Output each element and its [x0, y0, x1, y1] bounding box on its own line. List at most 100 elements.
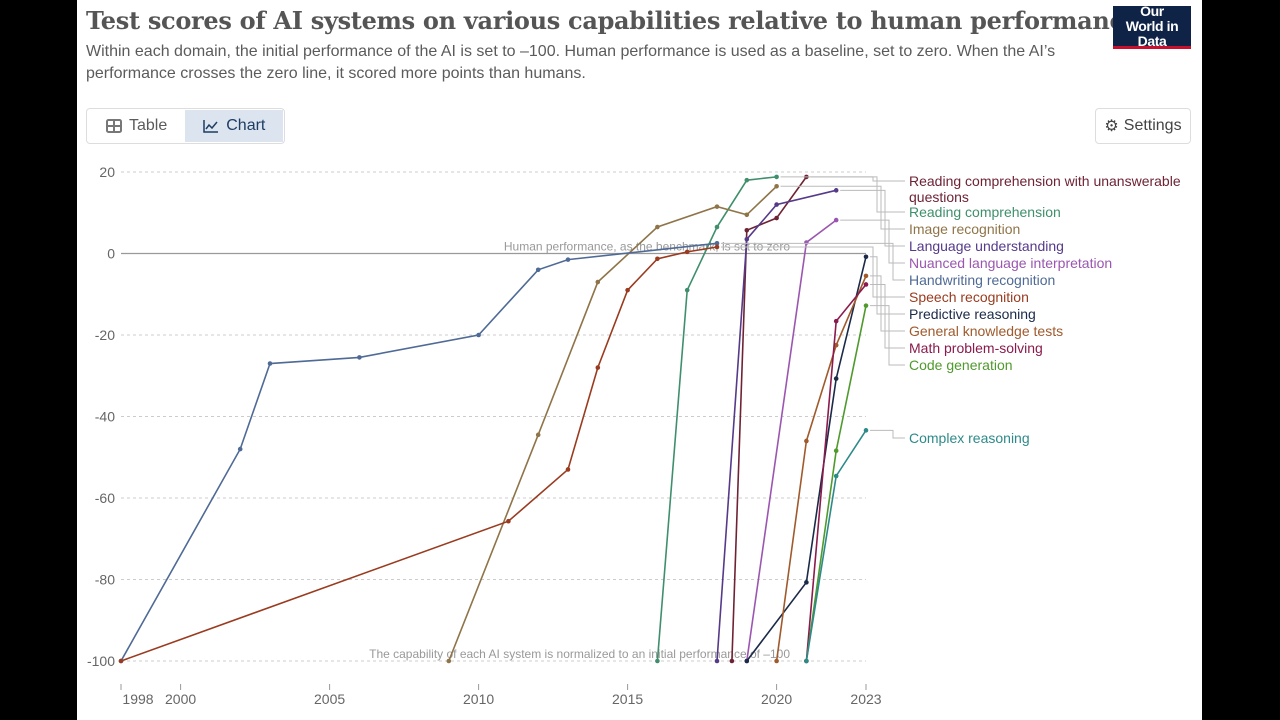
data-point — [833, 448, 839, 454]
data-point — [595, 365, 601, 370]
data-point — [774, 658, 779, 664]
data-point — [595, 279, 601, 285]
data-point — [655, 224, 660, 230]
legend-connector — [721, 246, 905, 298]
data-point — [565, 467, 571, 472]
owid-logo[interactable]: Our World in Data — [1113, 2, 1191, 49]
legend-item[interactable]: Reading comprehension with unanswerable … — [909, 173, 1181, 205]
x-tick-label: 1998 — [122, 691, 153, 707]
series-line — [448, 185, 778, 662]
data-point — [774, 174, 779, 180]
legend-item[interactable]: Image recognition — [909, 221, 1021, 237]
x-tick-label: 2005 — [314, 691, 345, 707]
series-handwriting-recognition — [118, 241, 720, 664]
legend-item[interactable]: Math problem-solving — [909, 340, 1043, 356]
data-point — [684, 287, 690, 293]
series-nuanced-language-interpretation — [744, 217, 839, 664]
data-point — [267, 361, 273, 366]
data-point — [714, 244, 720, 250]
data-point — [535, 432, 541, 438]
page: Test scores of AI systems on various cap… — [77, 0, 1202, 720]
x-tick-label: 2023 — [850, 691, 881, 707]
legend-item[interactable]: Handwriting recognition — [909, 272, 1056, 288]
data-point — [744, 227, 750, 233]
legend-connector — [840, 219, 905, 264]
data-point — [506, 518, 511, 524]
settings-button[interactable]: ⚙ Settings — [1095, 108, 1191, 144]
legend-connector — [810, 176, 905, 182]
x-tick-label: 2000 — [165, 691, 196, 707]
x-tick-label: 2020 — [761, 691, 792, 707]
legend-connector — [870, 256, 905, 315]
legend-connector — [780, 185, 905, 230]
data-point — [804, 438, 809, 444]
data-point — [804, 580, 809, 585]
legend-item[interactable]: Complex reasoning — [909, 430, 1030, 446]
data-point — [833, 376, 839, 381]
y-tick-label: -60 — [95, 490, 115, 506]
series-line — [775, 275, 867, 662]
chart-subtitle: Within each domain, the initial performa… — [86, 43, 1056, 82]
legend-item[interactable]: Speech recognition — [909, 289, 1029, 305]
series-line — [120, 246, 718, 662]
data-point — [863, 273, 869, 279]
series-line — [731, 176, 808, 662]
line-chart-icon — [203, 120, 219, 133]
series-speech-recognition — [118, 244, 720, 664]
legend-connector — [840, 189, 905, 247]
legend-item[interactable]: Reading comprehension — [909, 204, 1061, 220]
data-point — [237, 446, 243, 452]
data-point — [863, 428, 869, 433]
tab-table[interactable]: Table — [88, 110, 185, 142]
legend-item[interactable]: General knowledge tests — [909, 323, 1064, 339]
data-point — [714, 204, 720, 209]
legend-item[interactable]: Predictive reasoning — [909, 306, 1036, 322]
chart-title: Test scores of AI systems on various cap… — [86, 6, 1139, 35]
data-point — [863, 254, 869, 260]
x-tick-label: 2015 — [612, 691, 643, 707]
data-point — [357, 355, 362, 360]
legend-item[interactable]: Code generation — [909, 357, 1013, 373]
legend-connector — [870, 275, 905, 332]
table-icon — [106, 119, 122, 133]
tab-chart-label: Chart — [226, 117, 266, 134]
legend-item[interactable]: Language understanding — [909, 238, 1064, 254]
data-point — [833, 318, 839, 324]
data-point — [774, 183, 779, 189]
data-point — [744, 658, 750, 664]
data-point — [863, 303, 869, 308]
data-point — [863, 282, 869, 287]
data-point — [833, 217, 839, 223]
data-point — [118, 658, 124, 664]
x-tick-label: 2010 — [463, 691, 494, 707]
data-point — [684, 249, 690, 255]
y-tick-label: -100 — [87, 653, 115, 669]
data-point — [655, 658, 660, 664]
legend-item[interactable]: Nuanced language interpretation — [909, 255, 1113, 271]
data-point — [833, 473, 839, 479]
series-complex-reasoning — [804, 428, 869, 664]
logo-text: Our World in Data — [1125, 2, 1179, 49]
tab-chart[interactable]: Chart — [185, 110, 284, 142]
series-image-recognition — [446, 183, 779, 664]
legend-connector — [721, 242, 905, 281]
series-language-understanding — [714, 188, 839, 664]
data-point — [714, 658, 720, 664]
data-point — [625, 287, 630, 293]
view-tabs: Table Chart — [86, 108, 286, 144]
legend-connector — [870, 305, 905, 366]
data-point — [774, 215, 779, 221]
data-point — [774, 202, 779, 207]
y-tick-label: -40 — [95, 409, 115, 425]
legend-connector — [870, 429, 905, 439]
y-tick-label: -20 — [95, 327, 115, 343]
series-line — [716, 189, 837, 662]
data-point — [714, 241, 720, 246]
series-line — [120, 242, 718, 662]
series-reading-comprehension — [655, 174, 779, 664]
data-point — [535, 267, 541, 273]
data-point — [655, 256, 660, 262]
y-tick-label: 0 — [107, 246, 115, 262]
data-point — [744, 177, 750, 183]
data-point — [565, 257, 571, 262]
